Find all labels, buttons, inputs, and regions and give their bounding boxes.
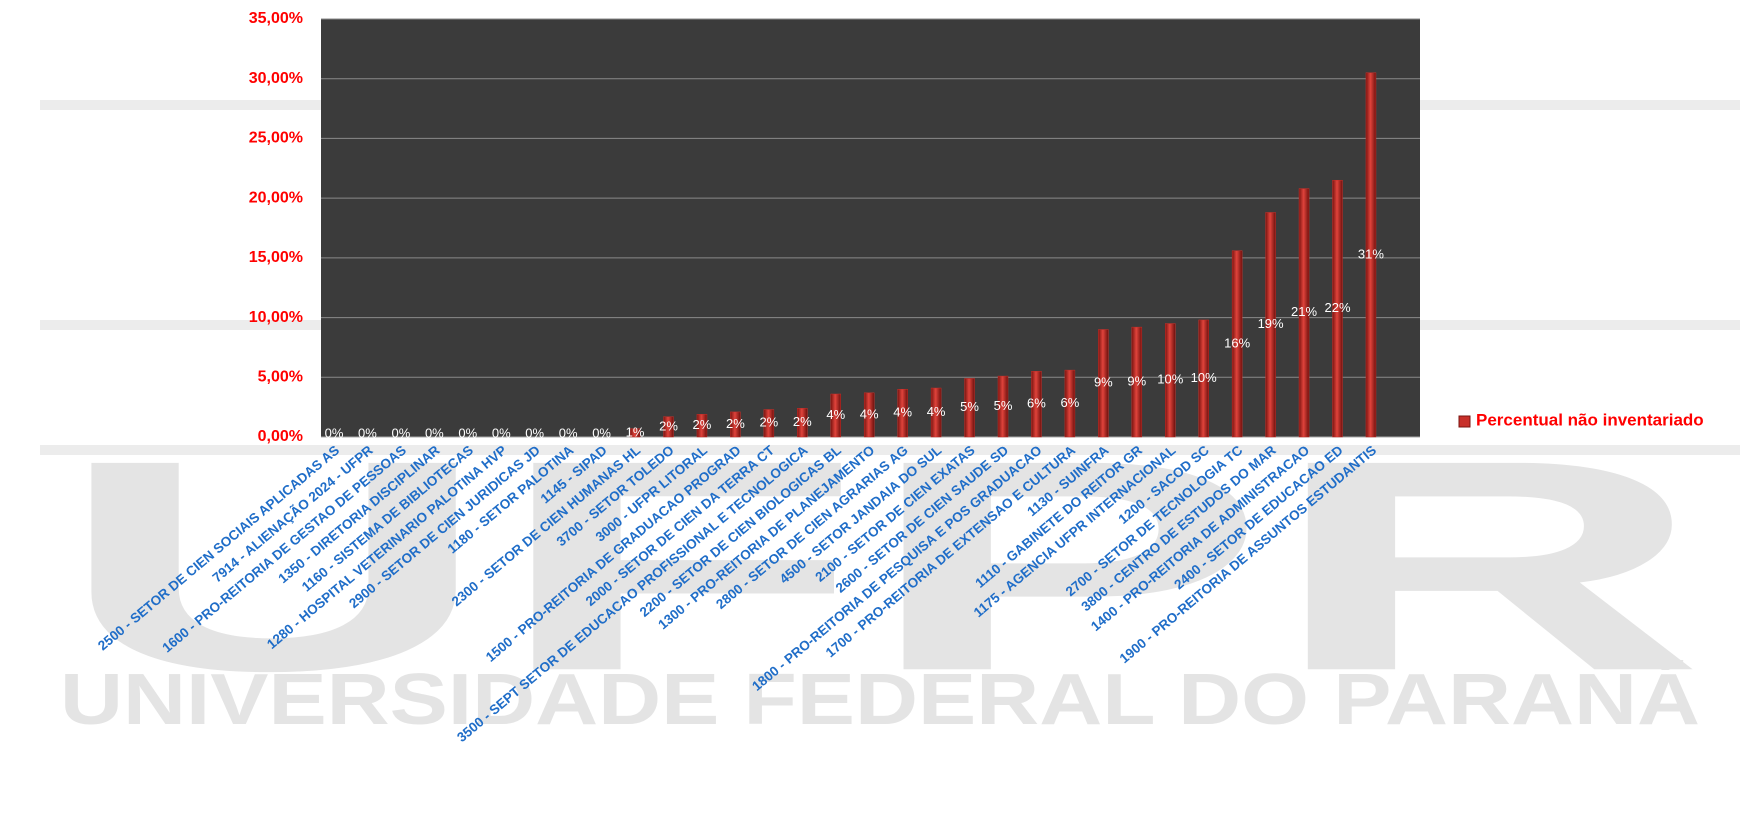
value-label: 0%: [525, 425, 544, 440]
value-label: 0%: [325, 425, 344, 440]
bar: [1031, 371, 1042, 438]
y-tick-label: 5,00%: [258, 369, 303, 386]
value-label: 6%: [1027, 396, 1046, 411]
legend-swatch: [1458, 415, 1471, 428]
value-label: 6%: [1061, 395, 1080, 410]
bar: [1064, 369, 1076, 438]
watermark-name: UNIVERSIDADE FEDERAL DO PARANÁ: [60, 660, 1700, 740]
value-label: 0%: [425, 425, 444, 440]
value-label: 2%: [659, 418, 678, 433]
value-label: 2%: [793, 414, 812, 429]
watermark-logo: UFPR: [55, 397, 1705, 733]
bar: [1165, 323, 1176, 438]
value-label: 0%: [592, 425, 611, 440]
value-label: 4%: [860, 406, 879, 421]
bar: [897, 388, 908, 438]
bar: [1131, 326, 1143, 438]
bar: [830, 393, 841, 438]
value-label: 5%: [960, 399, 979, 414]
value-label: 10%: [1191, 370, 1217, 385]
y-tick-label: 25,00%: [249, 130, 303, 147]
y-tick-label: 10,00%: [249, 309, 303, 326]
bar: [1332, 179, 1343, 438]
y-tick-label: 20,00%: [249, 189, 303, 206]
bar: [930, 387, 942, 438]
y-tick-label: 0,00%: [258, 428, 303, 445]
bar: [797, 408, 808, 438]
bar: [964, 378, 975, 438]
value-label: 1%: [626, 424, 645, 439]
value-label: 0%: [492, 425, 511, 440]
watermark: UFPR UNIVERSIDADE FEDERAL DO PARANÁ: [40, 100, 1740, 740]
watermark-shape: [40, 445, 1740, 455]
bar: [763, 409, 775, 438]
legend-label: Percentual não inventariado: [1476, 410, 1704, 429]
value-label: 0%: [392, 425, 411, 440]
value-label: 10%: [1157, 372, 1183, 387]
value-label: 2%: [759, 415, 778, 430]
value-label: 19%: [1258, 316, 1284, 331]
y-tick-label: 35,00%: [249, 10, 303, 27]
value-label: 2%: [726, 416, 745, 431]
value-label: 2%: [693, 417, 712, 432]
bar: [997, 375, 1009, 438]
value-label: 4%: [893, 405, 912, 420]
bar: [1198, 319, 1209, 438]
bar: [1298, 188, 1310, 438]
bar: [1231, 250, 1243, 438]
value-label: 5%: [994, 398, 1013, 413]
y-tick-label: 30,00%: [249, 70, 303, 87]
value-label: 16%: [1224, 335, 1250, 350]
value-label: 31%: [1358, 246, 1384, 261]
bar: [1265, 212, 1276, 438]
value-label: 4%: [826, 407, 845, 422]
y-tick-label: 15,00%: [249, 249, 303, 266]
value-label: 21%: [1291, 304, 1317, 319]
value-label: 0%: [358, 425, 377, 440]
value-label: 0%: [458, 425, 477, 440]
value-label: 4%: [927, 404, 946, 419]
value-label: 0%: [559, 425, 578, 440]
bar: [730, 411, 741, 438]
bar: [663, 416, 674, 438]
value-label: 22%: [1324, 300, 1350, 315]
value-label: 9%: [1094, 375, 1113, 390]
plot-area: [321, 19, 1420, 437]
bar: [696, 414, 708, 438]
bar: [1365, 72, 1377, 438]
bar: [863, 392, 875, 438]
bar: [1098, 329, 1109, 438]
bar: [629, 428, 641, 438]
value-label: 9%: [1127, 374, 1146, 389]
